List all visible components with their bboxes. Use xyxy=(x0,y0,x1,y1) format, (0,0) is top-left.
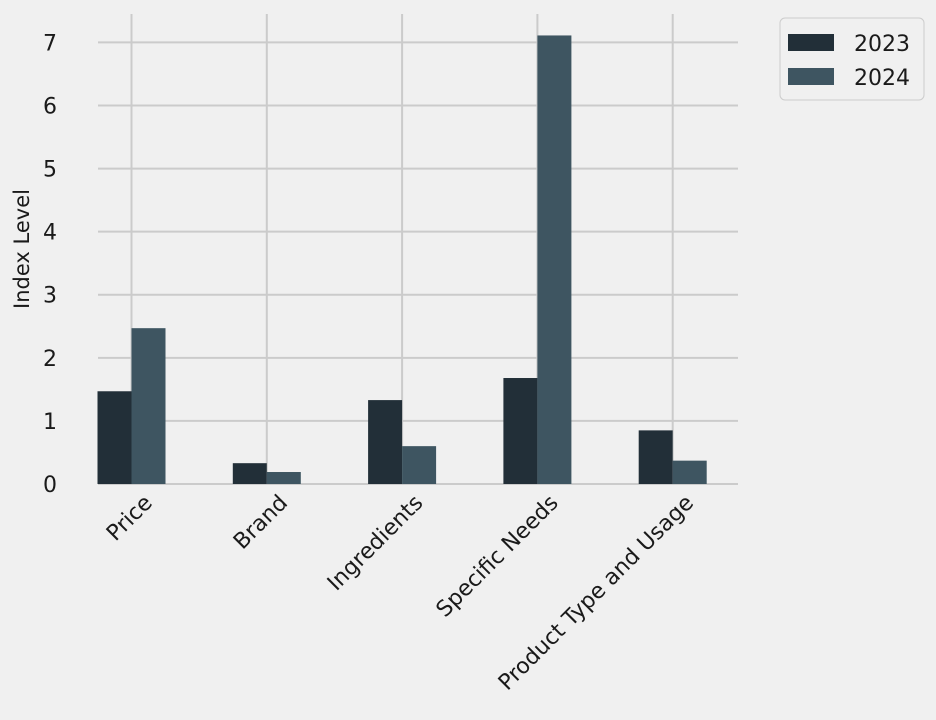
bar-2023-4 xyxy=(638,430,673,484)
bar-2023-0 xyxy=(97,391,132,484)
bars xyxy=(97,35,707,484)
bar-2024-3 xyxy=(537,35,572,484)
y-tick-label: 2 xyxy=(43,347,57,372)
legend-label-2023: 2023 xyxy=(854,32,910,57)
y-tick-label: 5 xyxy=(43,158,57,183)
legend: 2023 2024 xyxy=(779,17,925,101)
bar-2024-4 xyxy=(672,460,707,484)
bar-2024-2 xyxy=(402,446,437,484)
y-tick-label: 3 xyxy=(43,284,57,309)
y-tick-label: 1 xyxy=(43,410,57,435)
y-tick-label: 0 xyxy=(43,473,57,498)
legend-label-2024: 2024 xyxy=(854,66,910,91)
y-tick-label: 4 xyxy=(43,221,57,246)
y-axis-label: Index Level xyxy=(10,189,34,309)
bar-2023-3 xyxy=(503,378,538,484)
bar-2023-1 xyxy=(232,463,267,484)
bar-2024-0 xyxy=(131,328,166,484)
y-tick-label: 6 xyxy=(43,94,57,119)
y-tick-labels: 0 1 2 3 4 5 6 7 xyxy=(43,31,57,498)
legend-swatch-2024 xyxy=(788,68,834,85)
bar-2024-1 xyxy=(266,472,301,484)
bar-2023-2 xyxy=(368,400,403,484)
legend-swatch-2023 xyxy=(788,34,834,51)
y-tick-label: 7 xyxy=(43,31,57,56)
